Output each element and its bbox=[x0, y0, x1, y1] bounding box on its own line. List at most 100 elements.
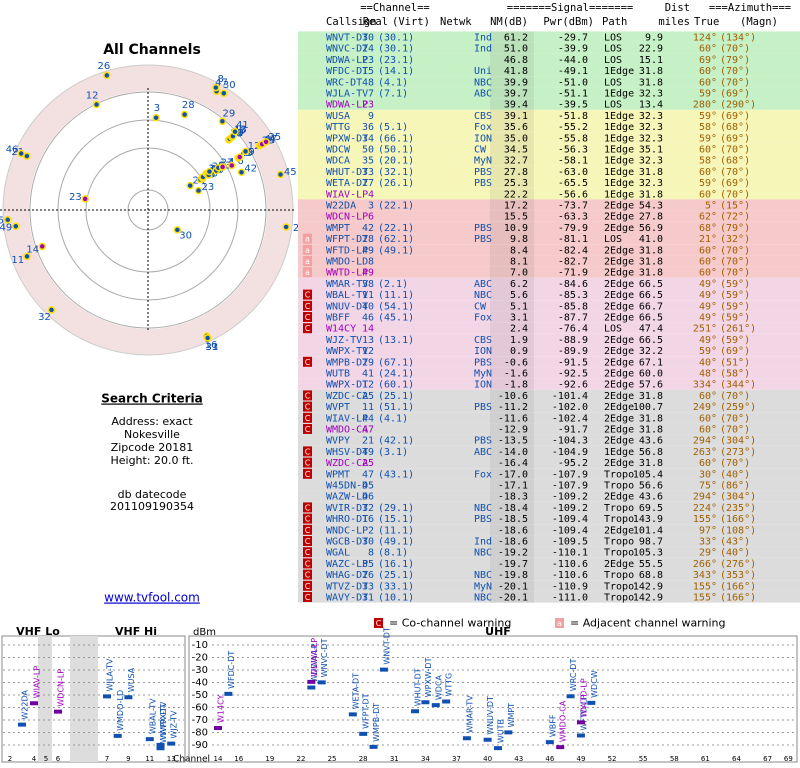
network: ION bbox=[474, 380, 492, 391]
real-channel: 25 bbox=[362, 391, 374, 402]
callsign: WNUV-DT bbox=[326, 301, 368, 312]
station-channel: 27 bbox=[221, 158, 234, 169]
network: CBS bbox=[474, 111, 492, 122]
x-tick-label: 58 bbox=[670, 755, 679, 763]
path: 2Edge bbox=[604, 279, 634, 290]
nm-cell-bg bbox=[490, 53, 534, 65]
station-marker bbox=[3, 216, 12, 224]
network: PBS bbox=[474, 178, 492, 189]
row-bg bbox=[298, 210, 800, 222]
path: 2Edge bbox=[604, 245, 634, 256]
real-channel: 36 bbox=[362, 122, 374, 133]
path: 1Edge bbox=[604, 167, 634, 178]
noise-margin: -20.1 bbox=[498, 593, 528, 604]
x-tick-label: 25 bbox=[328, 755, 337, 763]
nm-cell-bg bbox=[490, 445, 534, 457]
distance: 66.5 bbox=[639, 279, 663, 290]
nm-cell-bg bbox=[490, 345, 534, 357]
warn-icon: a bbox=[305, 246, 310, 255]
real-channel: 4 bbox=[368, 189, 374, 200]
path: 2Edge bbox=[604, 425, 634, 436]
callsign: W14CY bbox=[326, 324, 356, 335]
callsign: WVPT bbox=[326, 402, 350, 413]
x-tick-label: 43 bbox=[514, 755, 523, 763]
warn-box bbox=[303, 390, 312, 401]
nm-cell-bg bbox=[490, 490, 534, 502]
warn-icon: C bbox=[305, 537, 311, 546]
warn-box bbox=[303, 244, 312, 255]
path: Tropo bbox=[604, 593, 634, 604]
noise-margin: -18.6 bbox=[498, 525, 528, 536]
nm-cell-bg bbox=[490, 423, 534, 435]
power: -65.5 bbox=[558, 178, 588, 189]
network: ION bbox=[474, 346, 492, 357]
power: -73.7 bbox=[558, 201, 588, 212]
nm-cell-bg bbox=[490, 76, 534, 88]
real-channel: 11 bbox=[362, 290, 374, 301]
x-tick-label: 5 bbox=[44, 755, 48, 763]
warn-box bbox=[303, 312, 312, 322]
azimuth-magnetic: (70°) bbox=[720, 189, 750, 200]
row-bg bbox=[298, 501, 800, 513]
noise-margin: -16.4 bbox=[498, 458, 528, 469]
real-channel: 50 bbox=[362, 145, 374, 156]
warn-box bbox=[303, 457, 312, 468]
station-channel: 45 bbox=[284, 167, 297, 178]
azimuth-magnetic: (304°) bbox=[720, 492, 756, 503]
y-tick-label: -50 bbox=[192, 690, 208, 701]
azimuth-true: 155° bbox=[693, 514, 717, 525]
row-bg bbox=[298, 188, 800, 200]
signal-mark bbox=[442, 699, 451, 704]
power: -107.9 bbox=[552, 481, 588, 492]
header: (Magn) bbox=[740, 16, 778, 28]
noise-margin: 39.7 bbox=[504, 89, 528, 100]
path: 2Edge bbox=[604, 335, 634, 346]
noise-margin: 46.8 bbox=[504, 55, 528, 66]
noise-margin: 15.5 bbox=[504, 212, 528, 223]
virtual-channel: (4.1) bbox=[378, 413, 408, 424]
signal-callsign: WRC-DT bbox=[569, 659, 578, 692]
distance: 47.4 bbox=[639, 324, 663, 335]
signal-mark bbox=[587, 700, 596, 705]
noise-margin: -18.6 bbox=[498, 537, 528, 548]
nm-cell-bg bbox=[490, 65, 534, 77]
network: NBC bbox=[474, 570, 492, 581]
signal-callsign: WMPB-DT bbox=[372, 703, 381, 742]
warn-icon: C bbox=[305, 515, 311, 524]
site-link[interactable]: www.tvfool.com bbox=[104, 591, 200, 605]
azimuth-magnetic: (235°) bbox=[720, 503, 756, 514]
real-channel: 11 bbox=[362, 402, 374, 413]
virtual-channel: (8.1) bbox=[378, 548, 408, 559]
callsign: WDCA bbox=[326, 156, 350, 167]
power: -111.0 bbox=[552, 593, 588, 604]
azimuth-true: 60° bbox=[699, 425, 717, 436]
y-tick-label: -20 bbox=[192, 653, 208, 664]
callsign: WWTD-LP bbox=[326, 268, 368, 279]
signal-callsign: WMAR-TV bbox=[465, 695, 474, 734]
nm-cell-bg bbox=[490, 412, 534, 424]
path: 2Edge bbox=[604, 212, 634, 223]
noise-margin: 35.6 bbox=[504, 122, 528, 133]
row-bg bbox=[298, 121, 800, 133]
callsign: WHSV-DT bbox=[326, 447, 368, 458]
band-label: UHF bbox=[485, 625, 511, 638]
network: MyN bbox=[474, 369, 492, 380]
real-channel: 9 bbox=[368, 111, 374, 122]
nm-cell-bg bbox=[490, 221, 534, 233]
signal-mark bbox=[113, 733, 122, 738]
azimuth-magnetic: (70°) bbox=[720, 413, 750, 424]
station-marker bbox=[235, 153, 244, 161]
power: -102.4 bbox=[552, 413, 588, 424]
noise-margin: 8.1 bbox=[510, 257, 528, 268]
azimuth-magnetic: (59°) bbox=[720, 290, 750, 301]
network: CW bbox=[474, 301, 487, 312]
path: 2Edge bbox=[604, 357, 634, 368]
callsign: WMDO-LD bbox=[326, 257, 368, 268]
signal-callsign: WDCA bbox=[434, 674, 443, 700]
virtual-channel: (22.1) bbox=[378, 223, 414, 234]
azimuth-magnetic: (70°) bbox=[720, 66, 750, 77]
row-bg bbox=[298, 591, 800, 603]
noise-margin: 39.9 bbox=[504, 77, 528, 88]
distance: 68.8 bbox=[639, 570, 663, 581]
virtual-channel: (2.1) bbox=[378, 279, 408, 290]
